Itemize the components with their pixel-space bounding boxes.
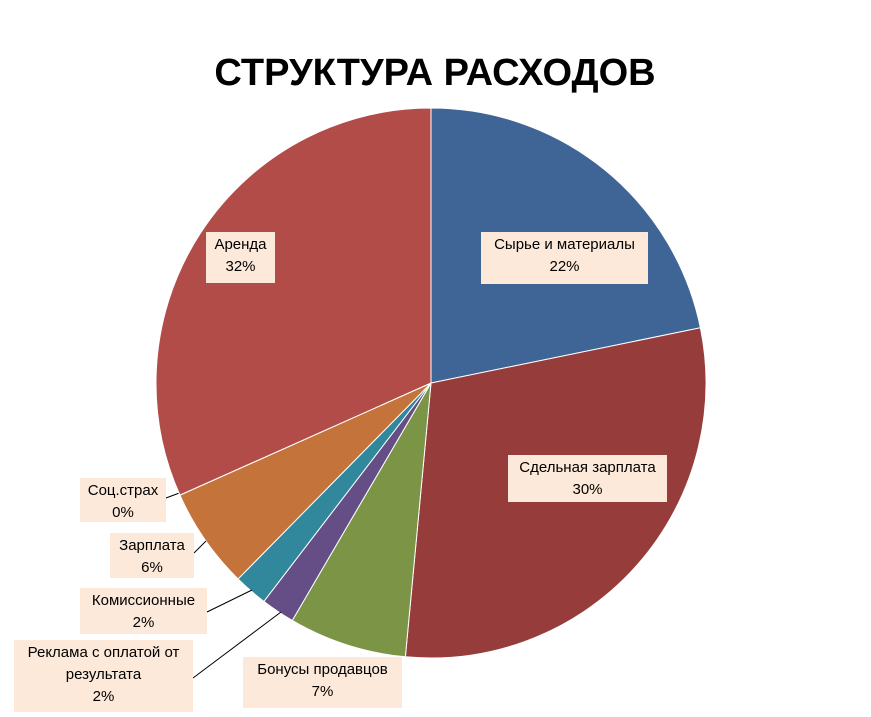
label-value: 0% (112, 504, 134, 521)
data-label: Аренда 32% (206, 232, 275, 283)
label-value: 2% (132, 614, 155, 631)
label-name: Сдельная зарплата (519, 459, 656, 476)
data-label: Комиссионные 2% (80, 588, 207, 634)
data-label: Сдельная зарплата 30% (508, 455, 667, 502)
label-value: 7% (311, 683, 334, 700)
leader-line (192, 611, 282, 679)
label-name: Сырье и материалы (494, 236, 635, 253)
label-name: Зарплата (119, 537, 185, 554)
label-value: 6% (141, 559, 163, 576)
data-label: Соц.страх 0% (80, 478, 166, 522)
label-name: Реклама с оплатой от результата (27, 644, 180, 683)
data-label: Бонусы продавцов 7% (243, 657, 402, 708)
data-label: Реклама с оплатой от результата 2% (14, 640, 193, 712)
label-value: 2% (92, 688, 115, 705)
chart-title: СТРУКТУРА РАСХОДОВ (214, 52, 655, 94)
label-value: 22% (549, 258, 580, 275)
label-name: Бонусы продавцов (257, 661, 388, 678)
leader-line (206, 589, 253, 613)
pie-slice (291, 382, 432, 658)
data-label: Сырье и материалы 22% (481, 232, 648, 284)
label-name: Соц.страх (87, 482, 159, 499)
label-name: Аренда (214, 236, 267, 253)
label-value: 32% (225, 258, 256, 275)
label-value: 30% (572, 481, 603, 498)
pie-slice (155, 107, 432, 496)
leader-line (193, 540, 207, 554)
label-name: Комиссионные (91, 592, 196, 609)
data-label: Зарплата 6% (110, 533, 194, 578)
